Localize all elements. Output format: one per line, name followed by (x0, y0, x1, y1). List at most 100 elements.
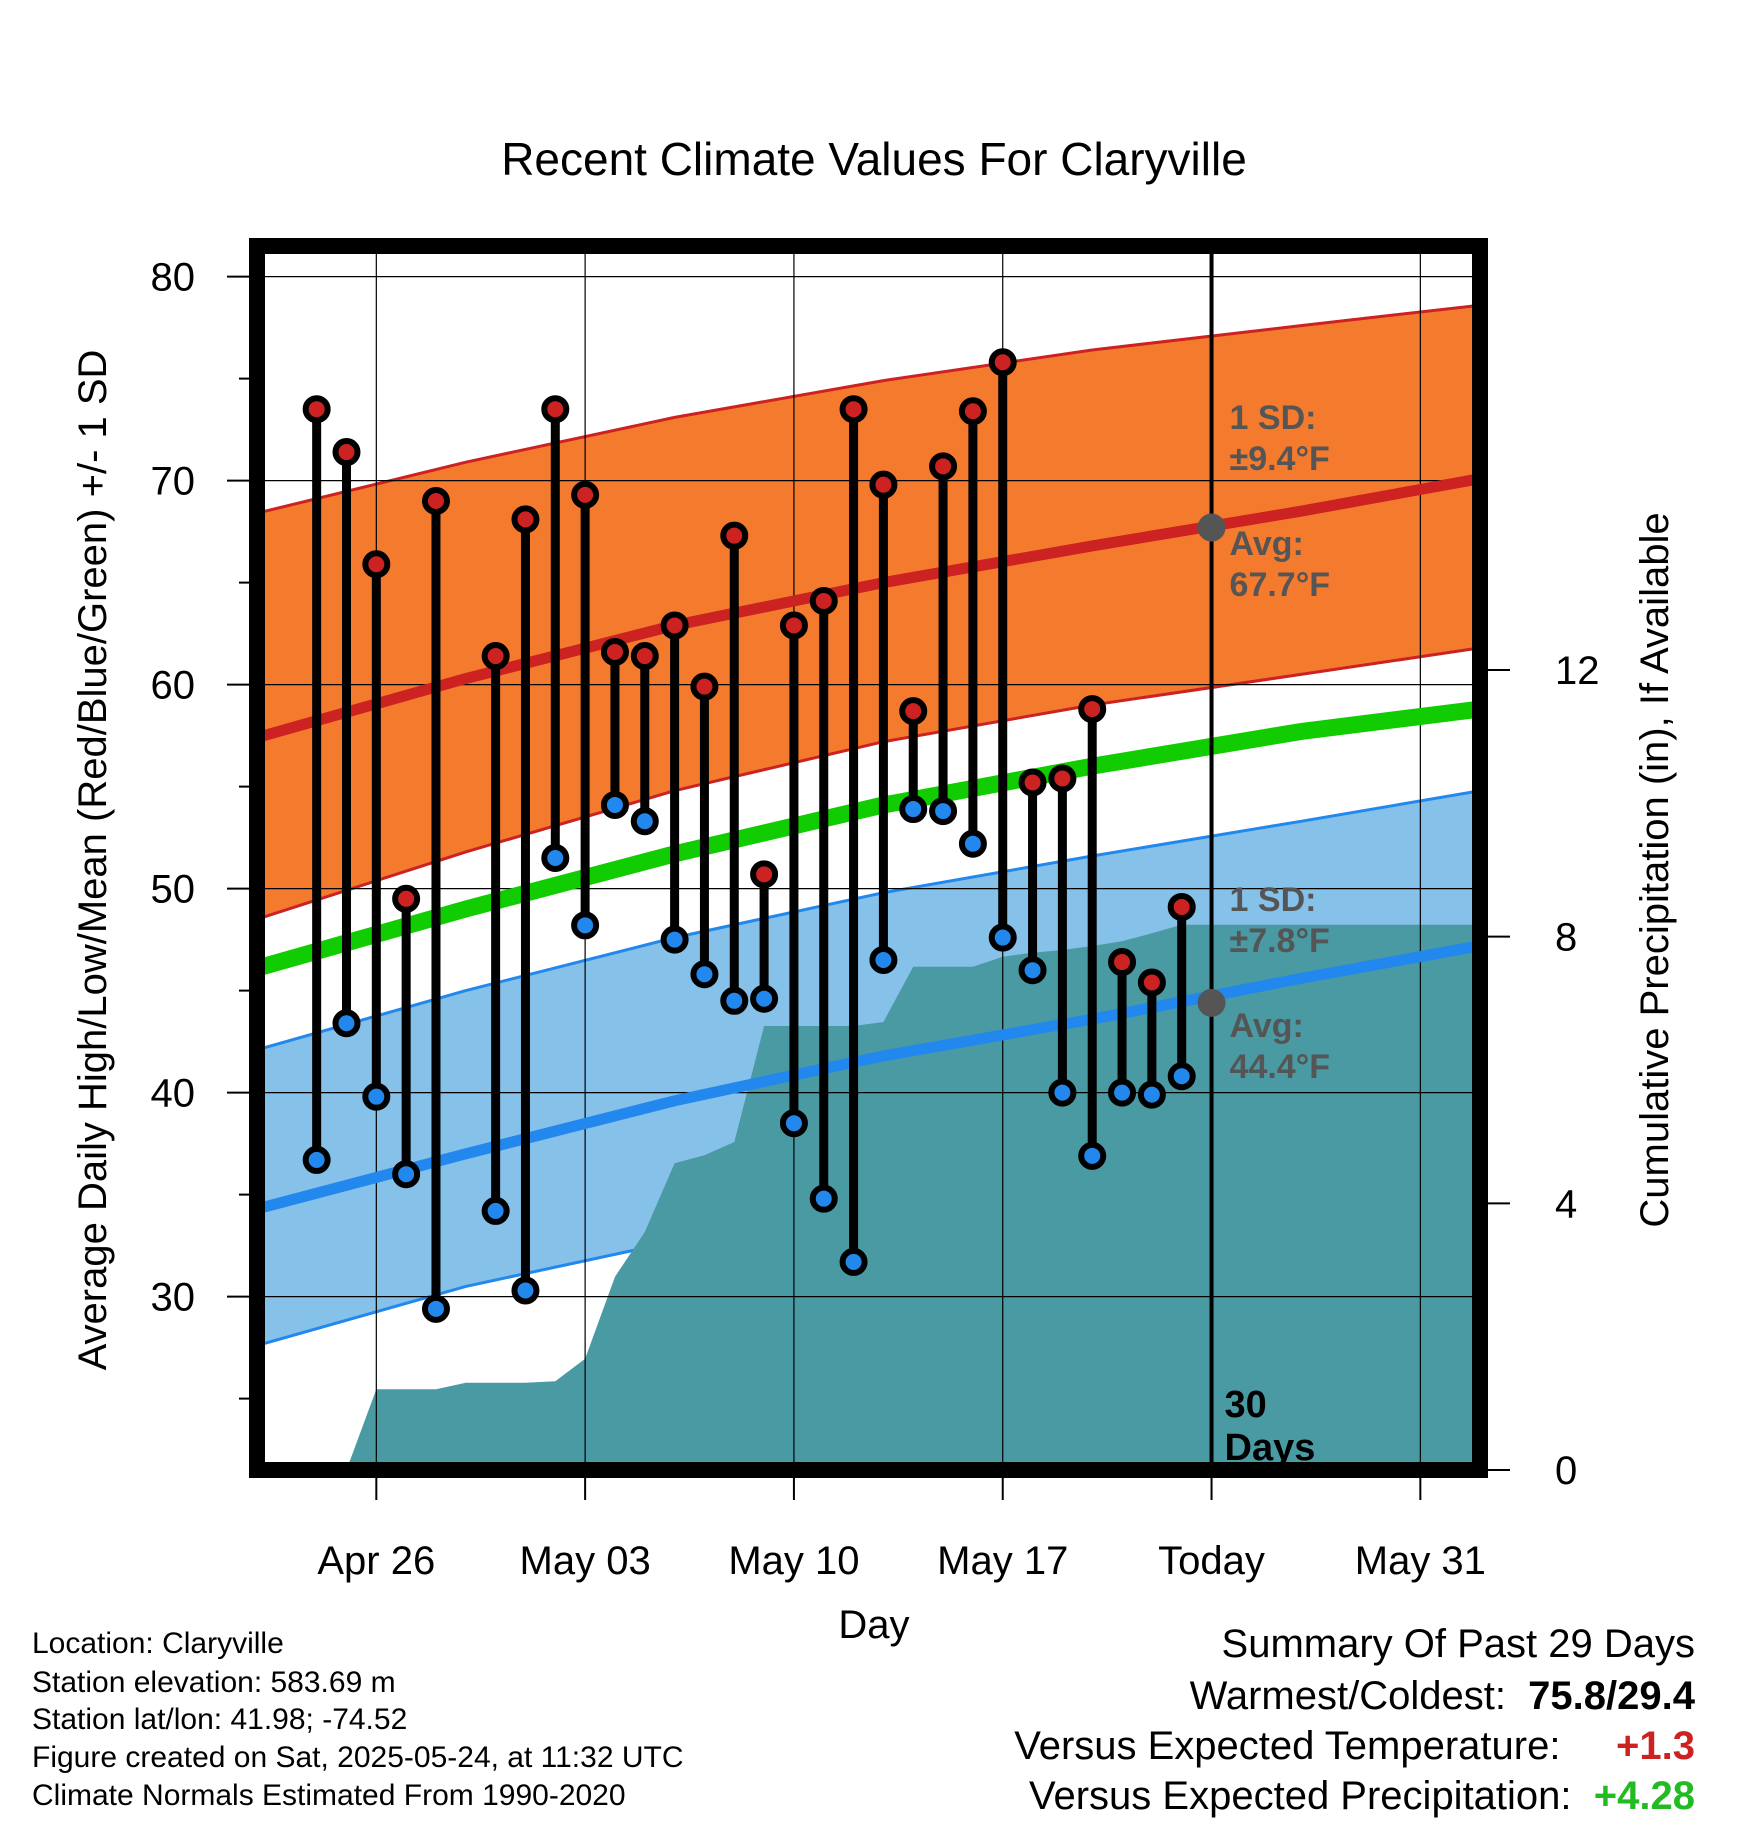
high-point (839, 395, 868, 424)
chart-labels: Recent Climate Values For Claryville Day A… (71, 133, 1677, 1647)
low-avg-label: Avg: (1230, 1007, 1304, 1045)
low-point (481, 1196, 510, 1225)
low-point (839, 1247, 868, 1276)
low-point (1137, 1080, 1166, 1109)
low-point (392, 1160, 421, 1189)
normals-text: Climate Normals Estimated From 1990-2020 (32, 1779, 626, 1812)
low-point (362, 1082, 391, 1111)
location-text: Location: Claryville (32, 1627, 284, 1660)
low-point (899, 795, 928, 824)
high-point (660, 611, 689, 640)
high-point (630, 642, 659, 671)
low-point (869, 946, 898, 974)
low-point (421, 1294, 450, 1323)
low-point (809, 1184, 838, 1213)
low-point (779, 1109, 808, 1138)
created-text: Figure created on Sat, 2025-05-24, at 11… (32, 1741, 684, 1774)
low-point (929, 797, 958, 826)
y-tick-label-2: 50 (151, 868, 196, 912)
today-high-avg-dot (1197, 513, 1226, 542)
high-point (511, 505, 540, 534)
high-point (720, 521, 749, 550)
today-days-number: 30 (1225, 1384, 1267, 1426)
x-tick-label-1: May 03 (520, 1539, 651, 1583)
low-point (1018, 956, 1047, 985)
high-avg-value: 67.7°F (1230, 566, 1331, 604)
high-sd-label: 1 SD: (1230, 399, 1317, 437)
high-point (1018, 768, 1047, 797)
summary-warmest: Warmest/Coldest: 75.8/29.4 (1190, 1676, 1695, 1716)
low-point (958, 829, 987, 858)
high-point (1167, 892, 1196, 921)
x-tick-label-2: May 10 (728, 1539, 859, 1583)
y-tick-label-0: 30 (151, 1276, 196, 1320)
high-point (958, 397, 987, 426)
high-point (421, 487, 450, 515)
y2-axis-label: Cumulative Precipitation (in), If Availa… (1633, 512, 1677, 1227)
y2-tick-label-2: 8 (1555, 916, 1577, 960)
high-avg-label: Avg: (1230, 525, 1304, 563)
precip-value: +4.28 (1593, 1774, 1695, 1818)
high-sd-band-upper-edge (257, 303, 1480, 515)
temp-value: +1.3 (1616, 1724, 1695, 1768)
x-tick-label-0: Apr 26 (317, 1539, 435, 1583)
high-point (869, 470, 898, 499)
low-point (988, 923, 1017, 952)
summary-temp: Versus Expected Temperature: +1.3 (1014, 1726, 1695, 1766)
high-point (600, 637, 629, 666)
x-tick-label-3: May 17 (937, 1539, 1068, 1583)
precip-area (257, 924, 1480, 1470)
plot-frame (249, 238, 1488, 1478)
x-axis-label: Day (838, 1603, 909, 1647)
precip-cumulative-area (257, 924, 1480, 1470)
avg-low-line (257, 940, 1480, 1215)
high-point (362, 550, 391, 579)
low-point (1078, 1141, 1107, 1170)
high-point (481, 642, 510, 671)
high-point (750, 860, 779, 889)
high-point (929, 452, 958, 481)
low-point (750, 984, 779, 1013)
high-point (779, 611, 808, 640)
low-point (600, 790, 629, 819)
observations (302, 348, 1196, 1323)
low-sd-label: 1 SD: (1230, 881, 1317, 919)
low-point (302, 1145, 331, 1174)
high-point (1048, 764, 1077, 793)
y2-tick-label-1: 4 (1555, 1182, 1577, 1226)
y2-tick-label-3: 12 (1555, 649, 1600, 693)
high-point (1108, 948, 1137, 977)
low-point (1048, 1078, 1077, 1107)
warmest-label: Warmest/Coldest: (1189, 1674, 1506, 1718)
x-tick-label-5: May 31 (1355, 1539, 1486, 1583)
y-tick-label-5: 80 (151, 256, 196, 300)
high-point (302, 395, 331, 424)
plot-border (249, 238, 1488, 1478)
latlon-text: Station lat/lon: 41.98; -74.52 (32, 1703, 408, 1736)
elevation-text: Station elevation: 583.69 m (32, 1666, 396, 1699)
low-point (1108, 1078, 1137, 1107)
high-point (571, 480, 600, 509)
low-point (660, 925, 689, 954)
temp-label: Versus Expected Temperature: (1014, 1724, 1561, 1768)
chart-title: Recent Climate Values For Claryville (501, 133, 1247, 185)
low-point (541, 844, 570, 872)
low-point (690, 960, 719, 989)
low-point (332, 1009, 361, 1038)
low-point (511, 1276, 540, 1305)
low-avg-value: 44.4°F (1230, 1048, 1331, 1086)
high-point (690, 672, 719, 701)
low-sd-value: ±7.8°F (1230, 922, 1330, 960)
high-sd-value: ±9.4°F (1230, 440, 1330, 478)
high-sd-band (257, 305, 1480, 920)
high-point (392, 884, 421, 913)
high-point (899, 697, 928, 726)
high-point (541, 395, 570, 424)
summary-heading: Summary Of Past 29 Days (1221, 1622, 1695, 1666)
y-tick-label-3: 60 (151, 664, 196, 708)
x-tick-label-4: Today (1158, 1539, 1265, 1583)
y-tick-label-4: 70 (151, 460, 196, 504)
today-low-avg-dot (1197, 988, 1226, 1017)
warmest-value: 75.8/29.4 (1528, 1674, 1695, 1718)
